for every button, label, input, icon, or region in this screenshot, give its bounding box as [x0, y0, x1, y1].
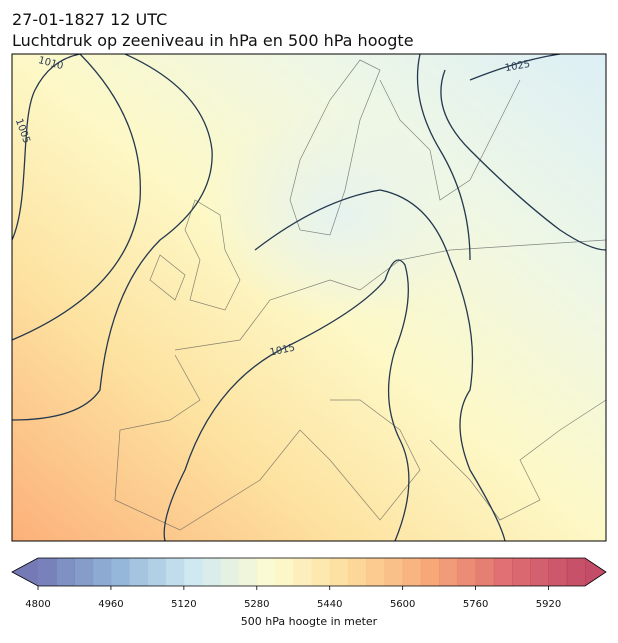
colorbar-segment [347, 558, 367, 586]
colorbar-segment [256, 558, 276, 586]
contour-label: 1015 [269, 343, 296, 359]
isobars [12, 54, 606, 541]
subtitle: Luchtdruk op zeeniveau in hPa en 500 hPa… [12, 31, 414, 50]
colorbar-segment [420, 558, 440, 586]
coastlines [114, 59, 606, 531]
colorbar-tick-label: 4800 [25, 599, 50, 610]
title: 27-01-1827 12 UTC [12, 10, 167, 29]
colorbar-tick-label: 5280 [244, 599, 269, 610]
colorbar-segment [457, 558, 477, 586]
colorbar-segment [548, 558, 568, 586]
colorbar-tick-label: 5440 [317, 599, 342, 610]
colorbar-segment [384, 558, 404, 586]
colorbar-segment [110, 558, 130, 586]
colorbar-segment [530, 558, 550, 586]
colorbar-label: 500 hPa hoogte in meter [241, 615, 378, 628]
colorbar-extend-low [12, 558, 38, 586]
colorbar-segment [147, 558, 167, 586]
height-field-low [12, 54, 606, 541]
colorbar-outline [11, 557, 607, 587]
colorbar-tick-label: 5760 [463, 599, 488, 610]
colorbar-segment [311, 558, 331, 586]
colorbar-segment [129, 558, 148, 586]
colorbar-segment [74, 558, 94, 586]
colorbar-segment [512, 558, 531, 586]
colorbar-segment [220, 558, 240, 586]
map-frame [11, 53, 607, 542]
colorbar-segment [183, 558, 203, 586]
colorbar-segment [165, 558, 185, 586]
colorbar-segment [202, 558, 221, 586]
colorbar-tick-label: 4960 [98, 599, 123, 610]
colorbar-segment [238, 558, 258, 586]
colorbar-segment [566, 558, 586, 586]
colorbar-segment [493, 558, 513, 586]
colorbar-segment [439, 558, 458, 586]
colorbar-tick-label: 5120 [171, 599, 196, 610]
colorbar-tick-label: 5600 [390, 599, 415, 610]
colorbar-segment [402, 558, 422, 586]
colorbar-tick-label: 5920 [536, 599, 561, 610]
colorbar-segment [275, 558, 294, 586]
colorbar-segment [366, 558, 385, 586]
colorbar-segment [38, 558, 57, 586]
colorbar-segment [475, 558, 495, 586]
colorbar-segment [92, 558, 112, 586]
colorbar-segment [329, 558, 349, 586]
colorbar-extend-high [585, 558, 606, 586]
colorbar-segment [293, 558, 312, 586]
colorbar-segment [56, 558, 75, 586]
map-area: 1010 1005 1025 1015 [12, 54, 606, 541]
colorbar: 4800 4960 5120 5280 5440 5600 5760 5920 [11, 557, 607, 610]
contour-label: 1025 [504, 59, 531, 74]
